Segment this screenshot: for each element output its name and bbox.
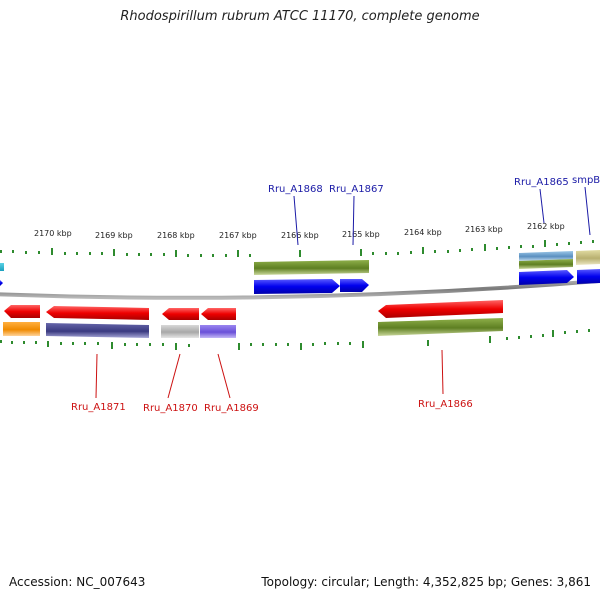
leader-rru-a1871 [95, 353, 98, 399]
tick-label-2164: 2164 kbp [404, 228, 442, 237]
forward-gene-track [0, 269, 600, 294]
cog-bar-rru-a1869[interactable] [200, 325, 236, 338]
tick-label-2168: 2168 kbp [157, 231, 195, 240]
tick-label-2165: 2165 kbp [342, 230, 380, 239]
gene-label-rru-a1869[interactable]: Rru_A1869 [204, 403, 259, 414]
forward-cog-track [0, 250, 600, 275]
gene-arrow-rru-a1869[interactable] [201, 308, 236, 320]
gene-label-rru-a1871[interactable]: Rru_A1871 [71, 402, 126, 413]
leader-rru-a1870 [167, 353, 181, 399]
reverse-gene-track [4, 300, 503, 320]
cog-bar-left-edge[interactable] [0, 263, 4, 271]
gene-label-rru-a1867[interactable]: Rru_A1867 [329, 184, 384, 195]
page-title: Rhodospirillum rubrum ATCC 11170, comple… [120, 9, 480, 24]
leader-rru-a1867 [352, 195, 355, 246]
cog-bar-rru-a1865-upper[interactable] [519, 251, 573, 261]
cog-bar-smpb[interactable] [576, 250, 600, 265]
gene-arrow-rru-a1867[interactable] [340, 279, 369, 292]
gene-arrow-rru-a1868[interactable] [254, 279, 340, 294]
reverse-labels: Rru_A1871 Rru_A1870 Rru_A1869 Rru_A1866 [71, 349, 473, 414]
gene-arrow-rru-a1866[interactable] [378, 300, 503, 318]
leader-rru-a1866 [441, 349, 444, 395]
leader-smpb [584, 186, 591, 236]
cog-bar-partial-left[interactable] [3, 322, 40, 336]
gene-label-rru-a1866[interactable]: Rru_A1866 [418, 399, 473, 410]
cog-bar-rru-a1866[interactable] [378, 318, 503, 336]
leader-rru-a1868 [293, 195, 299, 246]
ruler-labels: 2170 kbp 2169 kbp 2168 kbp 2167 kbp 2166… [34, 222, 565, 240]
gene-arrow-left-edge[interactable] [0, 280, 3, 286]
cog-bar-rru-a1871[interactable] [46, 323, 149, 338]
outer-ruler [0, 240, 594, 257]
gene-arrow-rru-a1870[interactable] [162, 308, 199, 320]
cog-bar-rru-a1868[interactable] [254, 260, 369, 275]
genome-backbone [0, 278, 600, 300]
gene-arrow-rru-a1865[interactable] [519, 270, 574, 285]
gene-arrow-smpb[interactable] [577, 269, 600, 284]
cog-bar-rru-a1865-lower[interactable] [519, 259, 573, 269]
leader-rru-a1869 [217, 353, 231, 399]
reverse-cog-track [3, 318, 503, 338]
gene-label-smpb[interactable]: smpB [572, 175, 600, 186]
cog-bar-rru-a1870[interactable] [161, 325, 199, 338]
tick-label-2167: 2167 kbp [219, 231, 257, 240]
gene-label-rru-a1868[interactable]: Rru_A1868 [268, 184, 323, 195]
tick-label-2163: 2163 kbp [465, 225, 503, 234]
inner-ruler [0, 329, 590, 350]
accession-text: Accession: NC_007643 [9, 575, 146, 589]
gene-arrow-rru-a1871[interactable] [46, 306, 149, 320]
tick-label-2166: 2166 kbp [281, 231, 319, 240]
tick-label-2169: 2169 kbp [95, 231, 133, 240]
gene-label-rru-a1870[interactable]: Rru_A1870 [143, 403, 198, 414]
gene-label-rru-a1865[interactable]: Rru_A1865 [514, 177, 569, 188]
forward-labels: Rru_A1868 Rru_A1867 Rru_A1865 smpB [268, 175, 600, 246]
leader-rru-a1865 [539, 188, 545, 224]
gene-arrow-partial-left[interactable] [4, 305, 40, 318]
tick-label-2170: 2170 kbp [34, 229, 72, 238]
genome-stats-text: Topology: circular; Length: 4,352,825 bp… [261, 575, 591, 589]
tick-label-2162: 2162 kbp [527, 222, 565, 231]
